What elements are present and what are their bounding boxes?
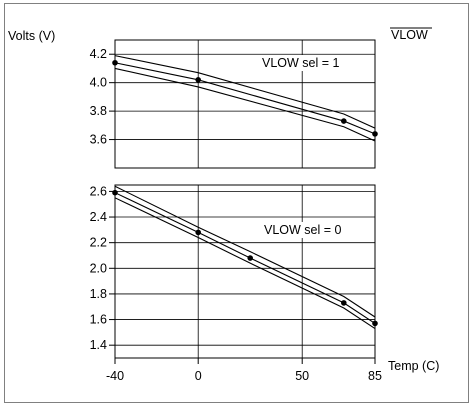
data-point	[341, 300, 347, 306]
series-line	[114, 197, 376, 329]
annotation-label: VLOW sel = 0	[264, 223, 342, 237]
x-tick-label: 0	[195, 369, 202, 383]
data-point	[195, 77, 201, 83]
data-point	[247, 255, 253, 261]
x-tick-label: 85	[368, 369, 382, 383]
annotation-bg	[259, 55, 343, 71]
y-tick-label: 3.6	[90, 133, 107, 147]
y-tick-label: 2.2	[90, 236, 107, 250]
y-tick-label: 4.2	[90, 47, 107, 61]
y-axis-label: Volts (V)	[8, 29, 55, 43]
y-tick-label: 2.0	[90, 261, 107, 275]
x-axis-label: Temp (C)	[388, 359, 439, 373]
annotation-label: VLOW sel = 1	[262, 56, 340, 70]
y-tick-label: 2.4	[90, 210, 107, 224]
chart-title: VLOW	[391, 28, 428, 42]
series-line	[114, 67, 376, 142]
data-point	[195, 229, 201, 236]
data-point	[112, 59, 118, 66]
y-tick-label: 2.6	[90, 184, 107, 198]
series-line	[114, 55, 376, 129]
y-tick-label: 1.6	[90, 313, 107, 327]
y-tick-label: 3.8	[90, 104, 107, 118]
annotation-bg	[261, 222, 345, 238]
y-tick-label: 4.0	[90, 76, 107, 90]
series-line	[114, 62, 376, 135]
y-tick-label: 1.8	[90, 287, 107, 301]
bottom-panel: 1.4 1.6 1.8 2.0 2.2 2.4 2.6 -40 0 50 85 VLOW sel = …	[90, 184, 382, 383]
data-point	[341, 118, 347, 124]
x-tick-label: 50	[295, 369, 309, 383]
y-tick-label: 1.4	[90, 338, 107, 352]
data-point	[372, 131, 378, 137]
top-panel: 3.6 3.8 4.0 4.2 VLOW sel = 1	[90, 39, 378, 169]
series-line	[114, 185, 376, 318]
x-tick-label: -40	[106, 369, 124, 383]
figure-frame	[4, 3, 469, 403]
data-point	[112, 189, 118, 196]
data-point	[372, 320, 378, 327]
